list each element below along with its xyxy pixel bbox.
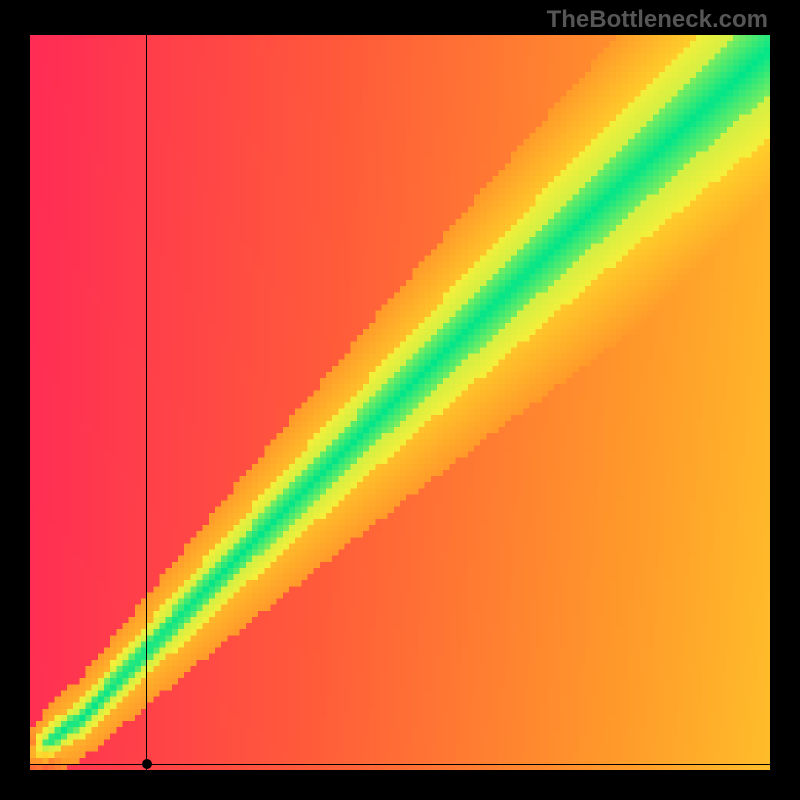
marker-dot xyxy=(142,759,152,769)
bottleneck-heatmap xyxy=(30,35,770,770)
chart-container: TheBottleneck.com xyxy=(0,0,800,800)
watermark-text: TheBottleneck.com xyxy=(547,6,768,34)
crosshair-vertical xyxy=(146,35,147,770)
